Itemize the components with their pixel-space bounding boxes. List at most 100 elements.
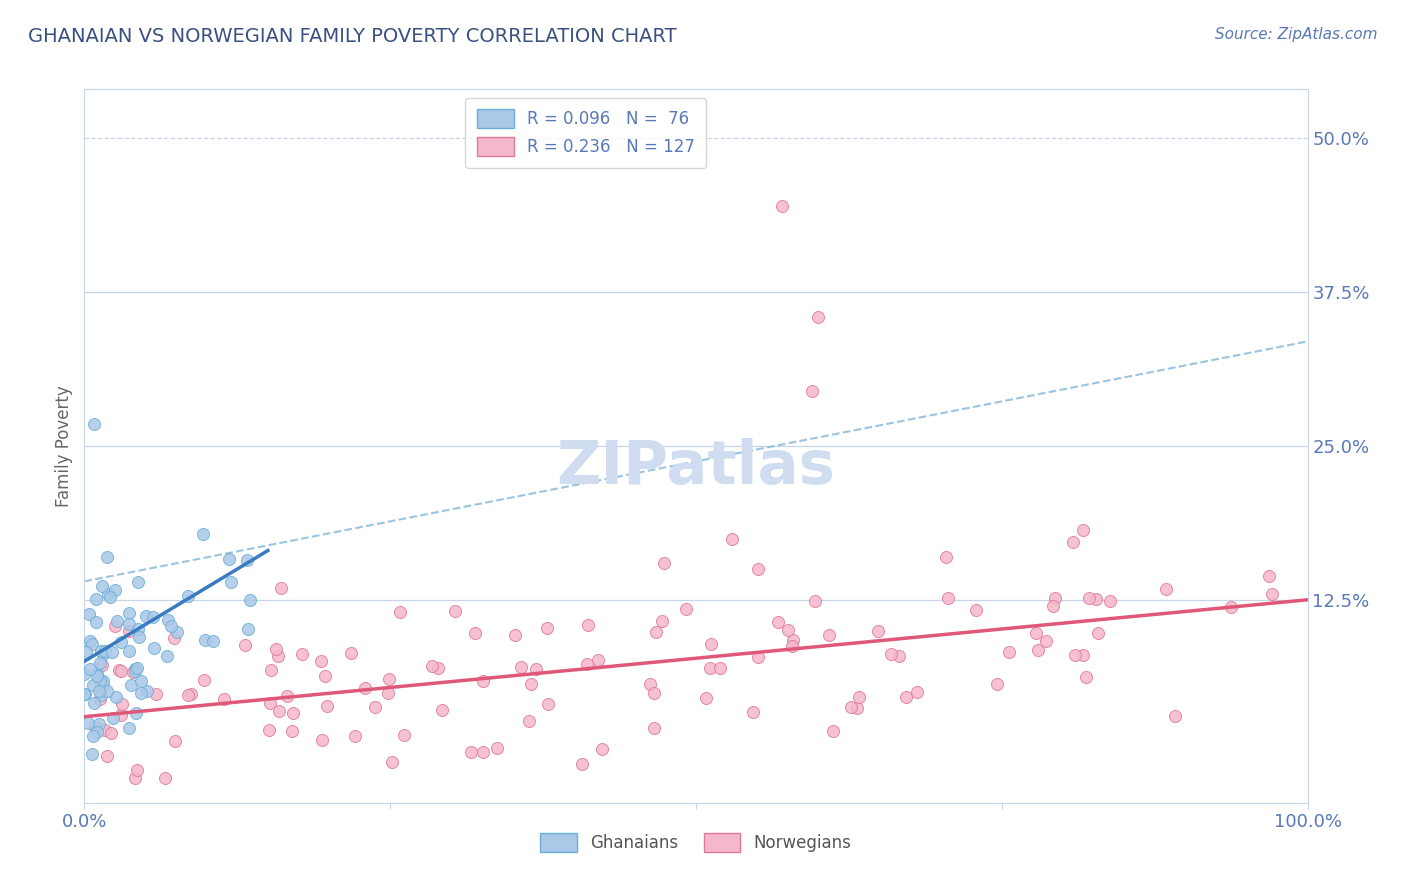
Point	[117, 624, 139, 638]
Point	[238, 622, 260, 636]
Point	[163, 631, 186, 645]
Point	[267, 704, 290, 718]
Point	[353, 681, 375, 696]
Point	[120, 678, 142, 692]
Point	[381, 755, 404, 769]
Point	[193, 673, 215, 687]
Point	[73, 687, 96, 701]
Point	[586, 652, 609, 666]
Point	[1076, 670, 1098, 684]
Point	[89, 656, 111, 670]
Point	[218, 552, 240, 566]
Point	[1084, 592, 1107, 607]
Text: ZIPatlas: ZIPatlas	[557, 438, 835, 497]
Point	[90, 688, 112, 702]
Point	[510, 660, 533, 674]
Point	[1071, 523, 1094, 537]
Point	[75, 645, 97, 659]
Point	[108, 663, 131, 677]
Point	[270, 581, 292, 595]
Y-axis label: Family Poverty: Family Poverty	[55, 385, 73, 507]
Point	[142, 610, 165, 624]
Point	[894, 690, 917, 704]
Point	[89, 684, 111, 698]
Point	[73, 667, 96, 681]
Point	[645, 624, 668, 639]
Point	[79, 662, 101, 676]
Point	[131, 674, 153, 689]
Point	[571, 757, 593, 772]
Point	[778, 624, 800, 638]
Point	[239, 593, 262, 607]
Point	[86, 669, 108, 683]
Point	[91, 658, 114, 673]
Point	[965, 602, 987, 616]
Point	[1035, 633, 1057, 648]
Point	[821, 724, 844, 739]
Point	[93, 644, 115, 658]
Legend: Ghanaians, Norwegians: Ghanaians, Norwegians	[534, 826, 858, 859]
Point	[75, 687, 97, 701]
Point	[537, 697, 560, 711]
Point	[145, 687, 167, 701]
Point	[848, 690, 870, 704]
Point	[280, 723, 302, 738]
Point	[747, 562, 769, 576]
Point	[394, 728, 416, 742]
Point	[485, 740, 508, 755]
Text: GHANAIAN VS NORWEGIAN FAMILY POVERTY CORRELATION CHART: GHANAIAN VS NORWEGIAN FAMILY POVERTY COR…	[28, 27, 676, 45]
Point	[98, 590, 121, 604]
Point	[159, 619, 181, 633]
Point	[524, 662, 547, 676]
Point	[460, 745, 482, 759]
Point	[84, 591, 107, 606]
Point	[214, 691, 236, 706]
Point	[997, 645, 1019, 659]
Point	[887, 648, 910, 663]
Point	[378, 672, 401, 686]
Point	[1078, 591, 1101, 605]
Point	[127, 574, 149, 589]
Point	[163, 734, 186, 748]
Point	[675, 601, 697, 615]
Point	[90, 580, 112, 594]
Point	[575, 657, 598, 671]
Point	[166, 625, 188, 640]
Point	[127, 622, 149, 636]
Point	[260, 663, 283, 677]
Point	[194, 632, 217, 647]
Point	[87, 717, 110, 731]
Point	[316, 699, 339, 714]
Point	[82, 729, 104, 743]
Point	[1258, 569, 1281, 583]
Point	[259, 723, 281, 737]
Point	[309, 654, 332, 668]
Point	[340, 646, 363, 660]
Point	[1063, 648, 1085, 662]
Point	[96, 748, 118, 763]
Point	[118, 617, 141, 632]
Point	[235, 553, 257, 567]
Point	[259, 697, 281, 711]
Point	[782, 639, 804, 653]
Point	[82, 747, 104, 761]
Point	[89, 692, 111, 706]
Point	[846, 700, 869, 714]
Point	[936, 591, 959, 606]
Point	[1042, 599, 1064, 613]
Point	[125, 661, 148, 675]
Point	[720, 532, 742, 546]
Point	[131, 686, 153, 700]
Point	[281, 706, 304, 720]
Text: Source: ZipAtlas.com: Source: ZipAtlas.com	[1215, 27, 1378, 42]
Point	[782, 633, 804, 648]
Point	[803, 594, 825, 608]
Point	[291, 648, 314, 662]
Point	[219, 575, 242, 590]
Point	[105, 690, 128, 704]
Point	[770, 199, 793, 213]
Point	[1028, 643, 1050, 657]
Point	[839, 700, 862, 714]
Point	[377, 686, 399, 700]
Point	[193, 527, 215, 541]
